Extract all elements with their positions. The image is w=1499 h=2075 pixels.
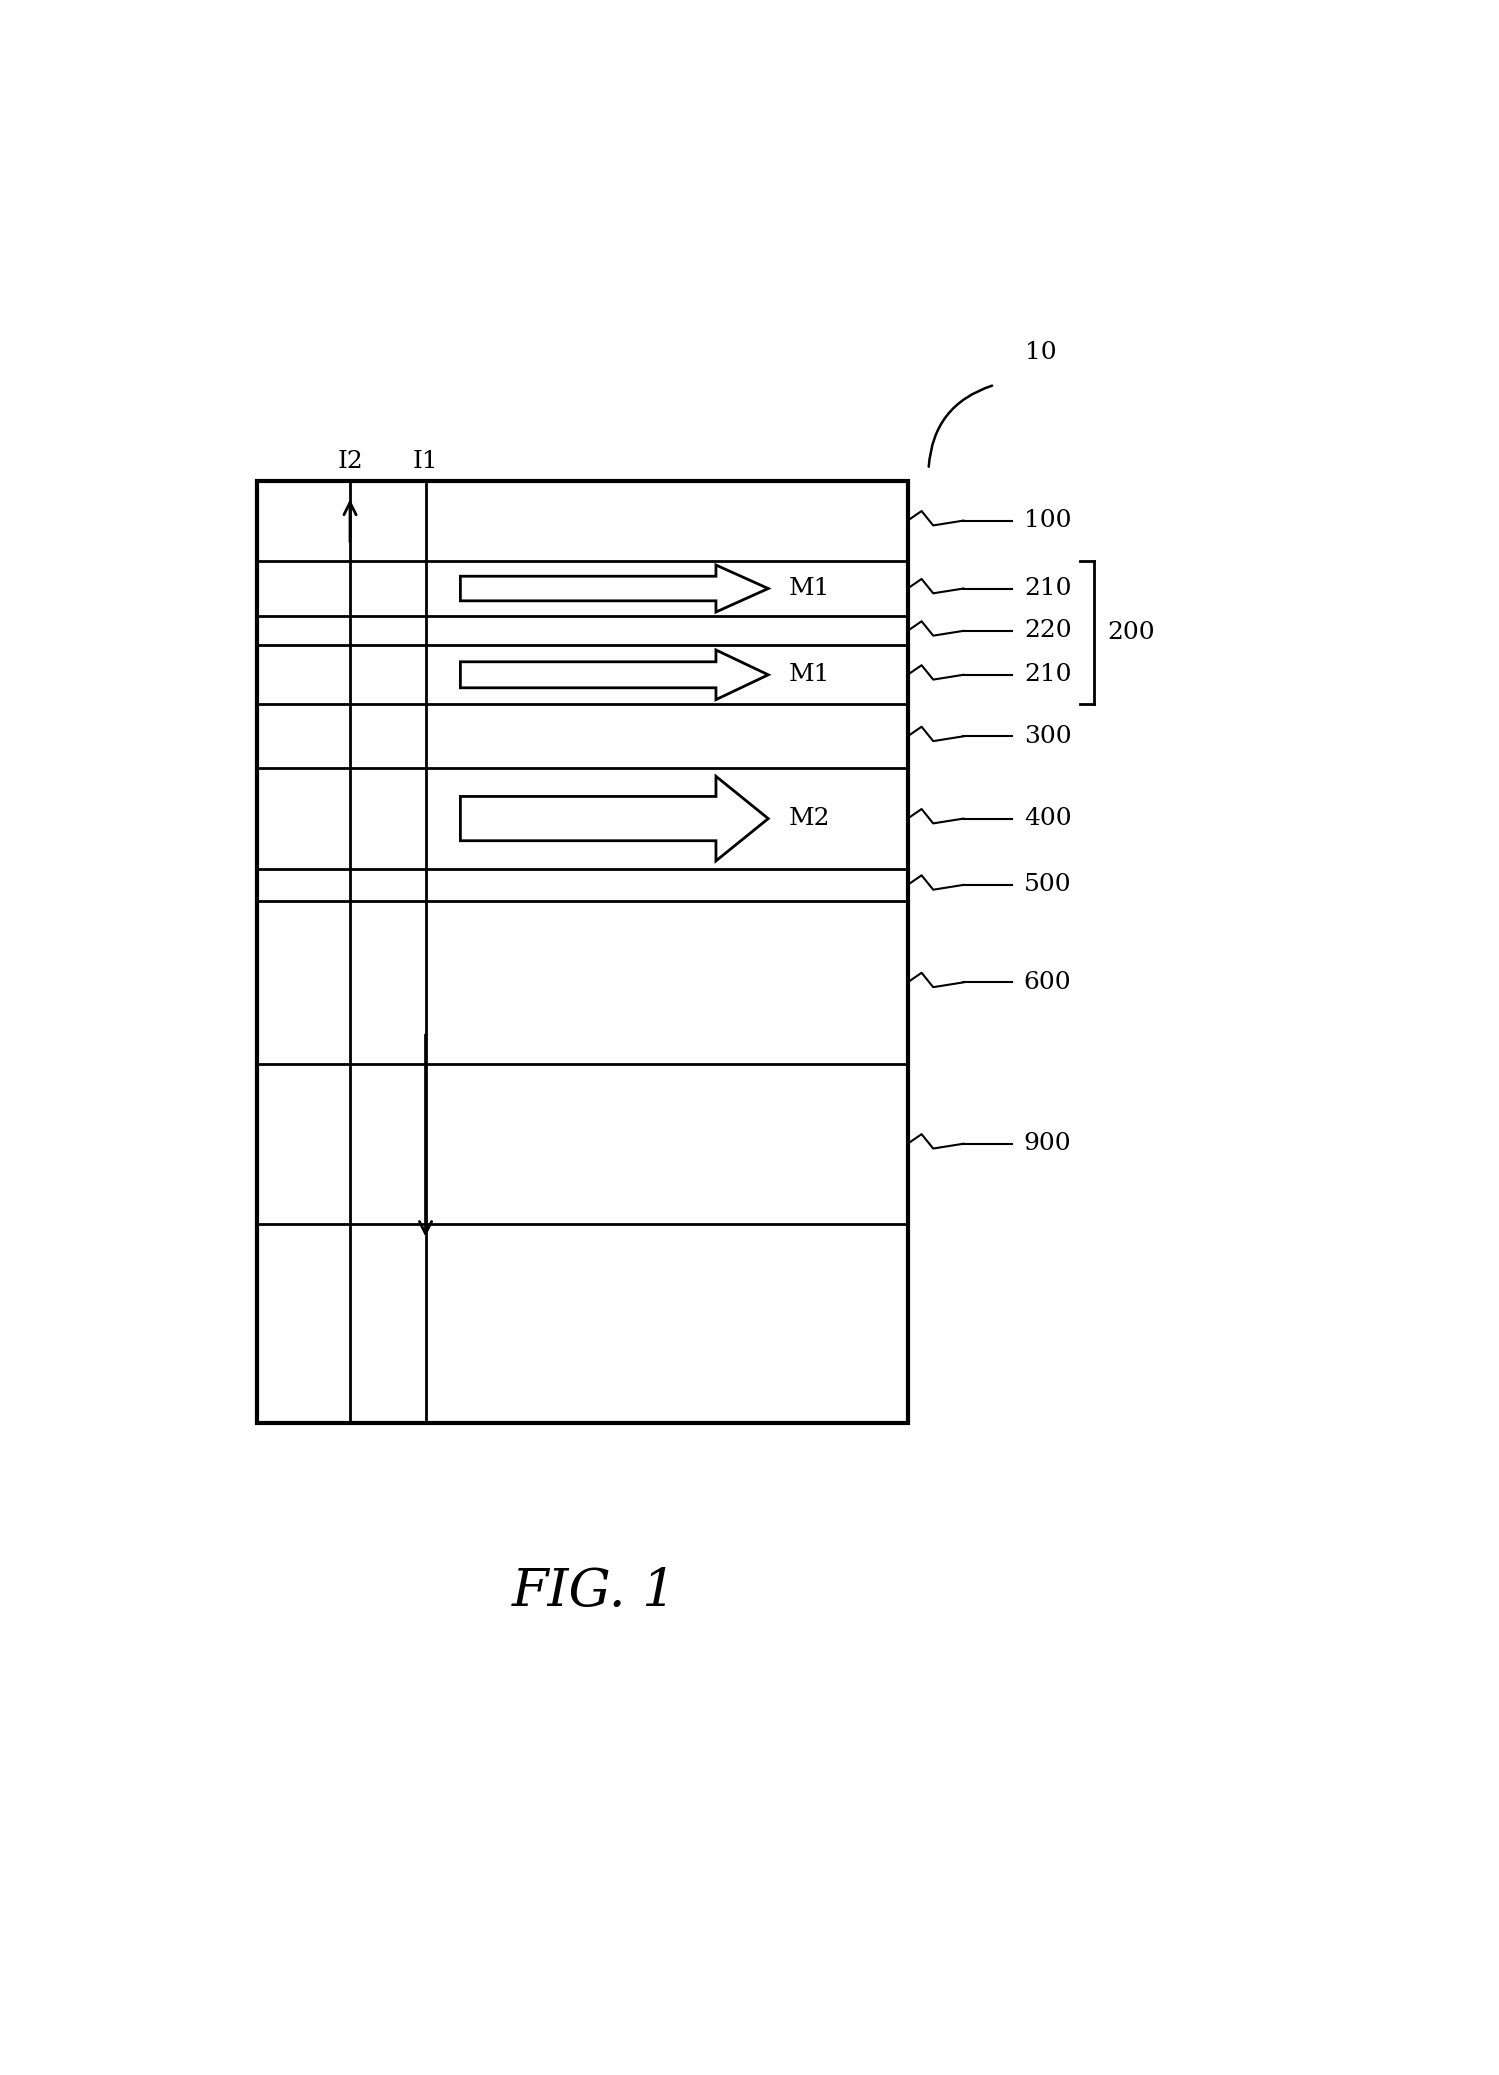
Text: 100: 100 [1024,508,1072,531]
Text: 210: 210 [1024,664,1072,687]
Polygon shape [460,649,767,699]
Text: FIG. 1: FIG. 1 [511,1567,676,1616]
Text: 200: 200 [1108,620,1156,643]
Polygon shape [460,564,767,612]
Text: 900: 900 [1024,1133,1072,1156]
Text: 600: 600 [1024,971,1072,994]
Text: 500: 500 [1024,874,1072,896]
Text: 220: 220 [1024,618,1072,643]
Text: M2: M2 [788,807,830,830]
Text: 10: 10 [1025,342,1057,365]
Text: 400: 400 [1024,807,1072,830]
Text: M1: M1 [788,577,830,600]
Text: 210: 210 [1024,577,1072,600]
Text: 300: 300 [1024,724,1072,747]
Polygon shape [460,776,767,861]
Bar [258,481,908,1423]
Text: I2: I2 [337,450,363,473]
Text: M1: M1 [788,664,830,687]
Text: I1: I1 [412,450,438,473]
